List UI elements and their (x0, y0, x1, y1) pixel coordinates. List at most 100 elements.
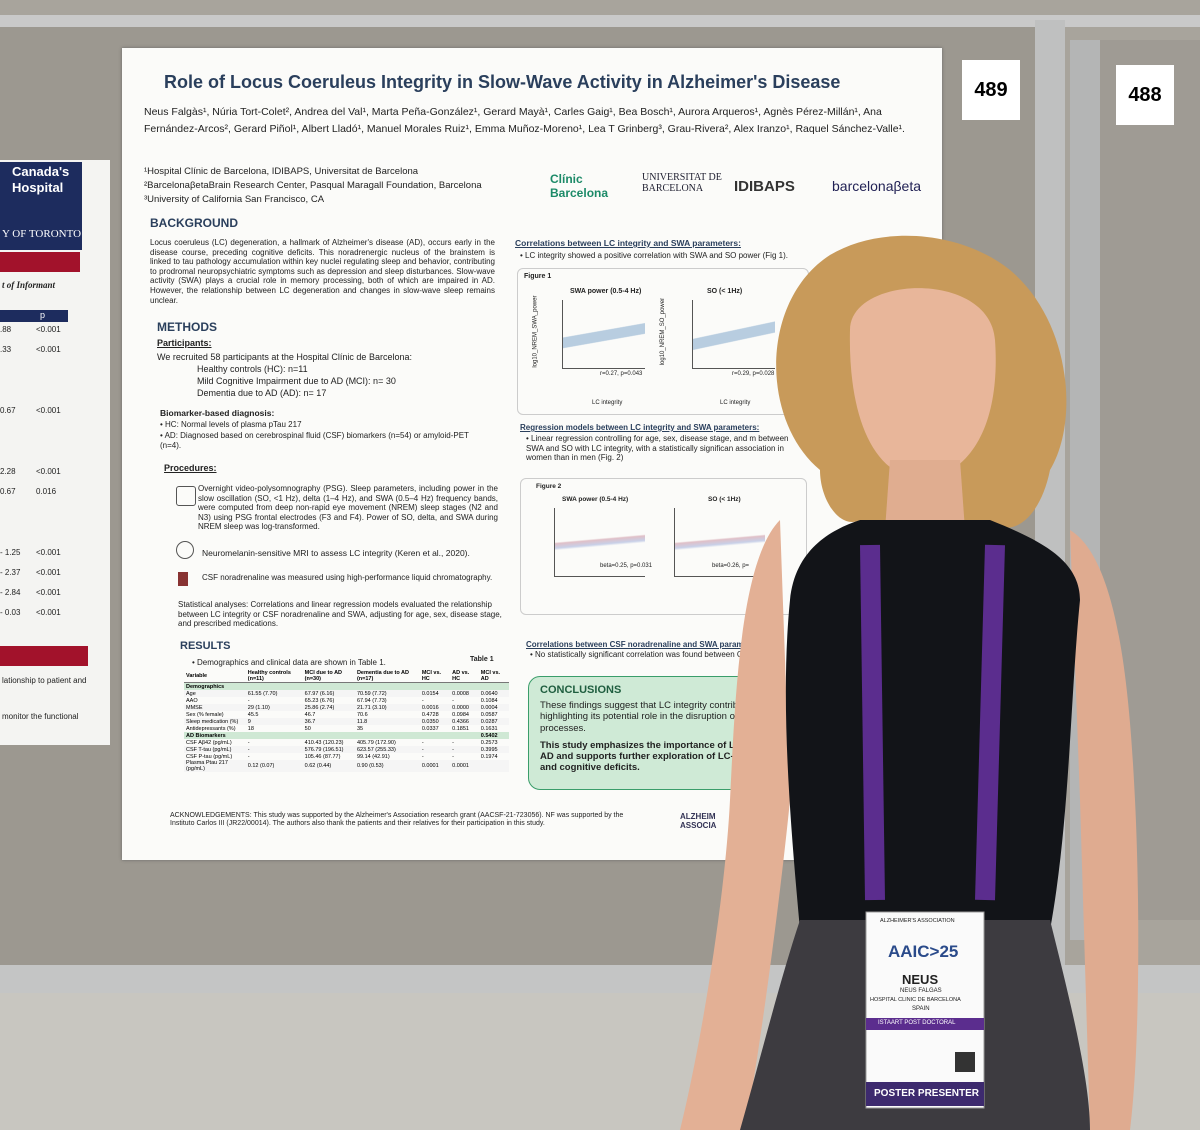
badge-event: AAIC>25 (888, 942, 959, 961)
cell: 0.4366 (452, 718, 469, 725)
table-row: AD Biomarkers 0.5402 (184, 732, 509, 739)
procedure: Neuromelanin-sensitive MRI to assess LC … (202, 548, 470, 558)
cell: 2.28 (0, 467, 16, 476)
panel-title: SWA power (0.5-4 Hz) (562, 496, 629, 503)
header-text: Canada's (12, 164, 70, 179)
subheading: Biomarker-based diagnosis: (160, 408, 275, 418)
cell: 0.0000 (452, 704, 469, 711)
cell: 65.23 (6.76) (304, 697, 335, 704)
top (785, 520, 1080, 930)
cell: Sleep medication (%) (186, 718, 239, 725)
table-row: AAO - 65.23 (6.76) 67.94 (7.73) - - 0.1084 (184, 697, 509, 704)
cell: 0.0008 (452, 690, 469, 697)
cell: <0.001 (36, 406, 61, 415)
table-row: Age 61.55 (7.70) 67.97 (6.16) 70.59 (7.72) 0… (184, 690, 509, 697)
cell: 0.3995 (480, 746, 498, 753)
cell: - (421, 739, 424, 746)
table-row: CSF Aβ42 (pg/mL) - 410.43 (120.23) 405.79 (… (184, 739, 509, 746)
icon (176, 541, 194, 559)
cell: 35 (356, 725, 364, 732)
cell: 45.5 (247, 711, 259, 718)
col-label: p (40, 310, 46, 320)
procedure: Overnight video-polysomnography (PSG). S… (198, 484, 498, 532)
header-cell: Healthy controls (n=11) (247, 670, 291, 682)
table: Variable Healthy controls (n=11) MCI due t… (184, 670, 509, 772)
cell: 0.4728 (421, 711, 439, 718)
cell: 9 (247, 718, 251, 725)
cell: <0.001 (36, 548, 61, 557)
table-row: Antidepressants (%) 18 50 35 0.0337 0.1851 0.1… (184, 725, 509, 732)
paragraph: These findings suggest that LC integrity… (540, 700, 739, 734)
header-cell: Variable (186, 673, 208, 679)
cell: 0.2573 (480, 739, 498, 746)
cell: <0.001 (36, 588, 61, 597)
badge-category: ISTAART POST DOCTORAL (878, 1020, 956, 1026)
panel-title: SO (< 1Hz) (707, 288, 743, 295)
figure-label: Figure 1 (524, 273, 552, 280)
badge-band (866, 1018, 984, 1030)
face (849, 288, 996, 480)
plot-area (674, 508, 765, 577)
cell: 0.1631 (480, 725, 498, 732)
table-caption: Table 1 (470, 656, 494, 663)
badge-name: NEUS (902, 972, 939, 987)
affiliation: ²BarcelonaβetaBrain Research Center, Pas… (144, 180, 482, 191)
col-head (0, 310, 68, 322)
cell: - (421, 753, 424, 760)
cell: - (452, 739, 454, 746)
paragraph: This study emphasizes the importance of … (540, 740, 764, 773)
bullet: • Demographics and clinical data are sho… (192, 658, 386, 667)
cell: 0.0287 (480, 718, 498, 725)
figure-box (520, 478, 807, 615)
panel-title: SWA power (0.5-4 Hz) (570, 288, 642, 295)
table-row: Demographics (184, 682, 509, 690)
cell: AD Biomarkers (186, 732, 226, 739)
booth-number: 489 (962, 60, 1020, 120)
table-title: t of Informant (2, 280, 56, 290)
cell: - 1.25 (0, 548, 21, 557)
cell: 18 (247, 725, 254, 732)
group: Mild Cognitive Impairment due to AD (MCI… (197, 376, 396, 386)
cell: - (452, 697, 454, 704)
logo: IDIBAPS (734, 178, 795, 195)
cell: 0.0001 (452, 763, 469, 769)
cell: .88 (0, 325, 12, 334)
red-band (0, 646, 88, 666)
cell: 67.94 (7.73) (356, 697, 387, 704)
header-cell: MCI due to AD (n=30) (304, 670, 343, 682)
subheading: Procedures: (164, 463, 217, 473)
cell: 0.0016 (421, 704, 439, 711)
header-band (0, 162, 82, 250)
cell: 29 (1.10) (247, 704, 270, 711)
cell: 70.6 (356, 711, 368, 718)
cell: Demographics (186, 683, 225, 690)
table-row: Sleep medication (%) 9 36.7 11.8 0.0350 0.436… (184, 718, 509, 725)
plot-area (554, 508, 645, 577)
cell: 576.79 (196.51) (304, 746, 344, 753)
cell: - (247, 746, 250, 753)
cell: 11.8 (356, 718, 368, 725)
authors: Neus Falgàs¹, Núria Tort-Colet², Andrea … (144, 106, 905, 135)
cell: 36.7 (304, 718, 316, 725)
bullet: • HC: Normal levels of plasma pTau 217 (160, 420, 302, 429)
note: lationship to patient and (2, 676, 87, 685)
cell: .33 (0, 345, 12, 354)
bullet: • No statistically significant correlati… (530, 650, 765, 659)
sponsor-logo: ALZHEIM ASSOCIA (680, 812, 717, 830)
stat: beta=0.26, p= (712, 563, 750, 569)
cell: 0.1974 (480, 753, 498, 760)
cell: 0.62 (0.44) (304, 763, 332, 769)
header-cell: MCI vs. HC (421, 670, 442, 682)
bullet: • AD: Diagnosed based on cerebrospinal f… (160, 431, 469, 450)
cell: <0.001 (36, 325, 61, 334)
red-band (0, 252, 80, 272)
cell: 0.1851 (452, 725, 469, 732)
logo: UNIVERSITAT DE BARCELONA (642, 172, 722, 194)
cell: - (421, 746, 424, 753)
plot-area (692, 300, 775, 369)
data-table: Variable Healthy controls (n=11) MCI due t… (184, 670, 509, 772)
x-label: LC integrity (720, 400, 751, 406)
procedure: CSF noradrenaline was measured using hig… (202, 573, 493, 582)
qr-code (955, 1052, 975, 1072)
